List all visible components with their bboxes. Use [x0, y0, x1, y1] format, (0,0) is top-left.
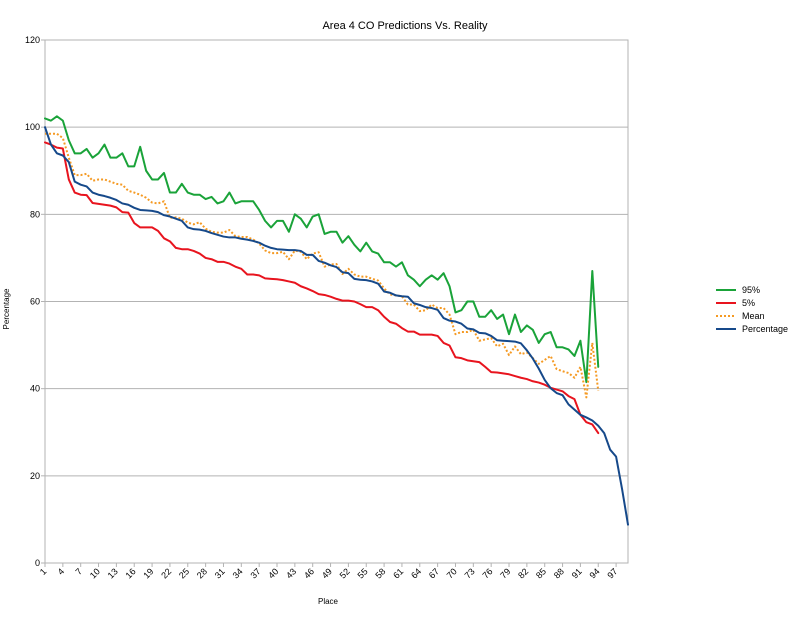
- y-tick-label: 120: [25, 35, 40, 45]
- legend: 95% 5% Mean Percentage: [716, 285, 788, 334]
- legend-label: 5%: [742, 298, 755, 308]
- legend-label: 95%: [742, 285, 760, 295]
- chart-title: Area 4 CO Predictions Vs. Reality: [322, 20, 488, 32]
- series: [44, 115, 629, 526]
- series-line-0: [44, 115, 600, 384]
- x-axis-label: Place: [318, 597, 339, 606]
- series-line-2: [45, 132, 600, 399]
- x-tick-label: 7: [73, 566, 84, 577]
- x-tick-label: 4: [56, 566, 67, 577]
- x-tick-label: 1: [38, 566, 49, 577]
- y-tick-label: 100: [25, 122, 40, 132]
- legend-label: Mean: [742, 311, 765, 321]
- y-tick-label: 60: [30, 297, 40, 307]
- y-axis-label: Percentage: [2, 288, 11, 329]
- legend-label: Percentage: [742, 324, 788, 334]
- y-tick-label: 40: [30, 384, 40, 394]
- y-tick-label: 0: [35, 558, 40, 568]
- series-line-3: [44, 126, 629, 526]
- grid: [45, 126, 628, 477]
- y-tick-label: 80: [30, 209, 40, 219]
- y-tick-label: 20: [30, 471, 40, 481]
- series-line-1: [44, 141, 600, 435]
